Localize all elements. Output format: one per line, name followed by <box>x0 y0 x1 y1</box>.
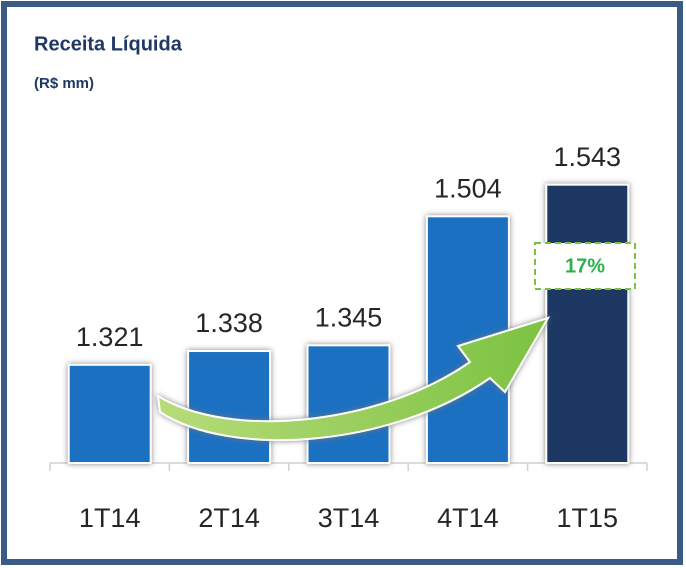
value-label: 1.504 <box>434 173 502 203</box>
chart-title: Receita Líquida <box>34 33 183 55</box>
x-tick-label: 2T14 <box>198 503 260 533</box>
value-label: 1.345 <box>315 302 383 332</box>
bar <box>187 350 272 464</box>
bar <box>545 183 630 464</box>
value-label: 1.543 <box>554 142 622 172</box>
x-tick-label: 1T15 <box>557 503 619 533</box>
bar <box>67 363 152 464</box>
bar <box>306 344 391 465</box>
x-tick-label: 3T14 <box>318 503 380 533</box>
value-label: 1.338 <box>195 308 263 338</box>
annotation-box <box>534 242 636 290</box>
x-tick-label: 4T14 <box>437 503 499 533</box>
x-tick-label: 1T14 <box>79 503 141 533</box>
growth-arrow <box>156 316 551 442</box>
value-label: 1.321 <box>76 322 144 352</box>
chart-subtitle: (R$ mm) <box>34 75 94 92</box>
annotation: 17% <box>565 255 605 277</box>
